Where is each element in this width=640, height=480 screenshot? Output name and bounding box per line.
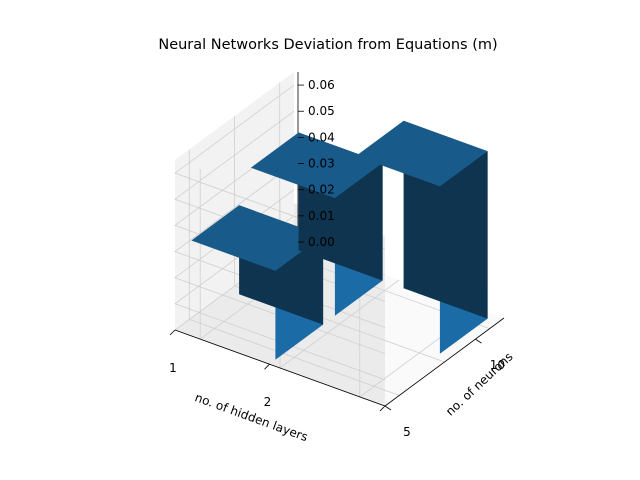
- y-tick: [475, 338, 482, 344]
- z-tick-label: 0.01: [308, 209, 335, 223]
- x-tick-label: 2: [264, 395, 272, 409]
- x-axis-line: [174, 329, 386, 407]
- tick-labels: 0.00 0.01 0.02 0.03 0.04 0.05 0.06 1 2 10 5: [169, 78, 505, 439]
- y-axis-label: no. of neurons: [443, 350, 516, 419]
- y-grid-line: [188, 149, 400, 396]
- z-tick-label: 0.03: [308, 157, 335, 171]
- x-axis-label: no. of hidden layers: [193, 390, 310, 444]
- z-tick-label: 0.04: [308, 130, 335, 144]
- y-tick-label: 5: [403, 425, 411, 439]
- chart-title: Neural Networks Deviation from Equations…: [158, 37, 497, 53]
- bar-face-top: [355, 120, 488, 187]
- y-tick: [384, 405, 392, 411]
- bar-1-10: [250, 132, 383, 316]
- y-tick-label: 10: [490, 358, 505, 372]
- x-tick: [169, 329, 176, 336]
- z-tick-label: 0.02: [308, 183, 335, 197]
- y-grid-line: [234, 116, 445, 363]
- z-tick-label: 0.05: [308, 104, 335, 118]
- bar-1-5: [191, 205, 324, 360]
- x-tick: [264, 363, 270, 370]
- z-tick-label: 0.00: [308, 235, 335, 249]
- bars: [191, 120, 488, 360]
- z-tick-label: 0.06: [308, 78, 335, 92]
- bar-face-top: [250, 132, 383, 199]
- x-tick: [379, 405, 386, 412]
- bar-2-10: [355, 120, 488, 354]
- y-axis-line: [384, 317, 505, 407]
- bar-face-top: [191, 205, 324, 271]
- x-tick-label: 1: [169, 361, 177, 375]
